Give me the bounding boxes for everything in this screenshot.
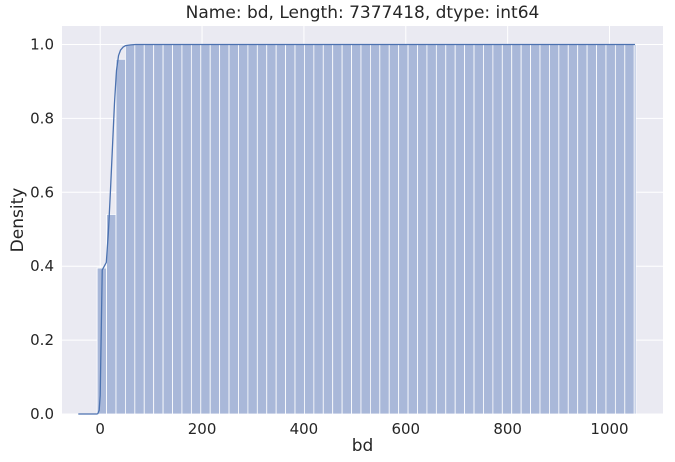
histogram-bar xyxy=(219,44,230,415)
histogram-bar xyxy=(492,44,503,415)
histogram-bar xyxy=(238,44,249,415)
histogram-bar xyxy=(313,44,324,415)
histogram-bar xyxy=(125,44,136,415)
histogram-bar xyxy=(539,44,550,415)
histogram-bar xyxy=(586,44,597,415)
y-tick-label: 0.4 xyxy=(30,257,54,275)
histogram-bar xyxy=(464,44,475,415)
histogram-bar xyxy=(577,44,588,415)
histogram-bar xyxy=(605,44,616,415)
histogram-bar xyxy=(304,44,315,415)
histogram-bar xyxy=(209,44,221,415)
histogram-bar xyxy=(247,44,258,415)
histogram-bar xyxy=(624,44,635,415)
x-tick-label: 400 xyxy=(290,420,319,438)
histogram-bar xyxy=(501,44,513,415)
cdf-line-layer xyxy=(78,43,635,415)
histogram-bar xyxy=(388,44,400,415)
histogram-bar xyxy=(483,44,494,415)
histogram-bar xyxy=(417,44,428,415)
histogram-bar xyxy=(360,44,371,415)
x-tick-label: 0 xyxy=(95,420,105,438)
histogram-bar xyxy=(332,44,343,415)
histogram-bar xyxy=(426,44,437,415)
histogram-bar xyxy=(369,44,381,415)
histogram-bar xyxy=(134,44,145,415)
histogram-bar xyxy=(322,44,334,415)
y-axis-ticks: 0.0 0.2 0.4 0.6 0.8 1.0 xyxy=(30,35,54,423)
y-tick-label: 0.8 xyxy=(30,109,54,127)
y-tick-label: 0.2 xyxy=(30,331,54,349)
histogram-bar xyxy=(435,44,447,415)
histogram-bar xyxy=(256,44,268,415)
y-tick-label: 0.0 xyxy=(30,405,54,423)
histogram-bar xyxy=(398,44,409,415)
histogram-bar xyxy=(596,44,607,415)
chart-title: Name: bd, Length: 7377418, dtype: int64 xyxy=(186,3,540,23)
x-axis-ticks: 0 200 400 600 800 1000 xyxy=(95,420,628,438)
histogram-bar xyxy=(162,44,173,415)
histogram-bar xyxy=(445,44,456,415)
histogram-bar xyxy=(407,44,418,415)
histogram-bar xyxy=(341,44,352,415)
histogram-bar xyxy=(567,44,579,415)
histogram-bar xyxy=(520,44,531,415)
histogram-bar xyxy=(379,44,390,415)
x-tick-label: 200 xyxy=(188,420,217,438)
y-tick-label: 1.0 xyxy=(30,35,54,53)
y-axis-label: Density xyxy=(8,188,28,253)
histogram-bar xyxy=(228,44,239,415)
histogram-bar xyxy=(172,44,183,415)
histogram-bar xyxy=(200,44,211,415)
histogram-bar xyxy=(153,44,164,415)
histogram-bar xyxy=(181,44,192,415)
x-tick-label: 800 xyxy=(493,420,522,438)
cdf-line xyxy=(97,43,635,415)
x-tick-label: 1000 xyxy=(590,420,628,438)
histogram-bar xyxy=(351,44,362,415)
histogram-bar xyxy=(633,44,637,415)
histogram-bar xyxy=(266,44,277,415)
histogram-bar xyxy=(143,44,155,415)
y-tick-label: 0.6 xyxy=(30,183,54,201)
histogram-bar xyxy=(558,44,569,415)
histogram-bar xyxy=(511,44,522,415)
histogram-bar xyxy=(530,44,541,415)
histogram-bar xyxy=(285,44,296,415)
histogram-bar xyxy=(115,58,126,415)
x-axis-label: bd xyxy=(352,436,374,456)
x-tick-label: 600 xyxy=(391,420,420,438)
histogram-bar xyxy=(190,44,202,415)
histogram-bar xyxy=(614,44,626,415)
histogram-bar xyxy=(473,44,484,415)
histogram-bar xyxy=(549,44,560,415)
histogram-bars xyxy=(96,44,637,415)
histogram-bar xyxy=(275,44,286,415)
histogram-bar xyxy=(454,44,466,415)
histogram-bar xyxy=(294,44,305,415)
